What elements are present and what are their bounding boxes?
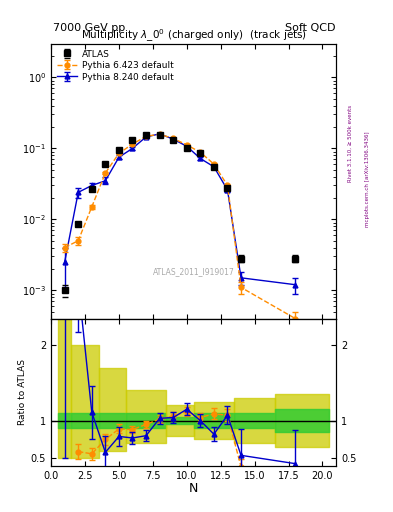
Text: Rivet 3.1.10, ≥ 500k events: Rivet 3.1.10, ≥ 500k events [348,105,353,182]
Text: mcplots.cern.ch [arXiv:1306.3436]: mcplots.cern.ch [arXiv:1306.3436] [365,132,370,227]
Text: Soft QCD: Soft QCD [285,23,335,33]
Legend: ATLAS, Pythia 6.423 default, Pythia 8.240 default: ATLAS, Pythia 6.423 default, Pythia 8.24… [55,48,175,83]
Text: ATLAS_2011_I919017: ATLAS_2011_I919017 [152,267,235,276]
X-axis label: N: N [189,482,198,495]
Title: Multiplicity $\lambda\_0^0$ (charged only)  (track jets): Multiplicity $\lambda\_0^0$ (charged onl… [81,27,307,44]
Text: 7000 GeV pp: 7000 GeV pp [53,23,125,33]
Y-axis label: Ratio to ATLAS: Ratio to ATLAS [18,359,27,425]
